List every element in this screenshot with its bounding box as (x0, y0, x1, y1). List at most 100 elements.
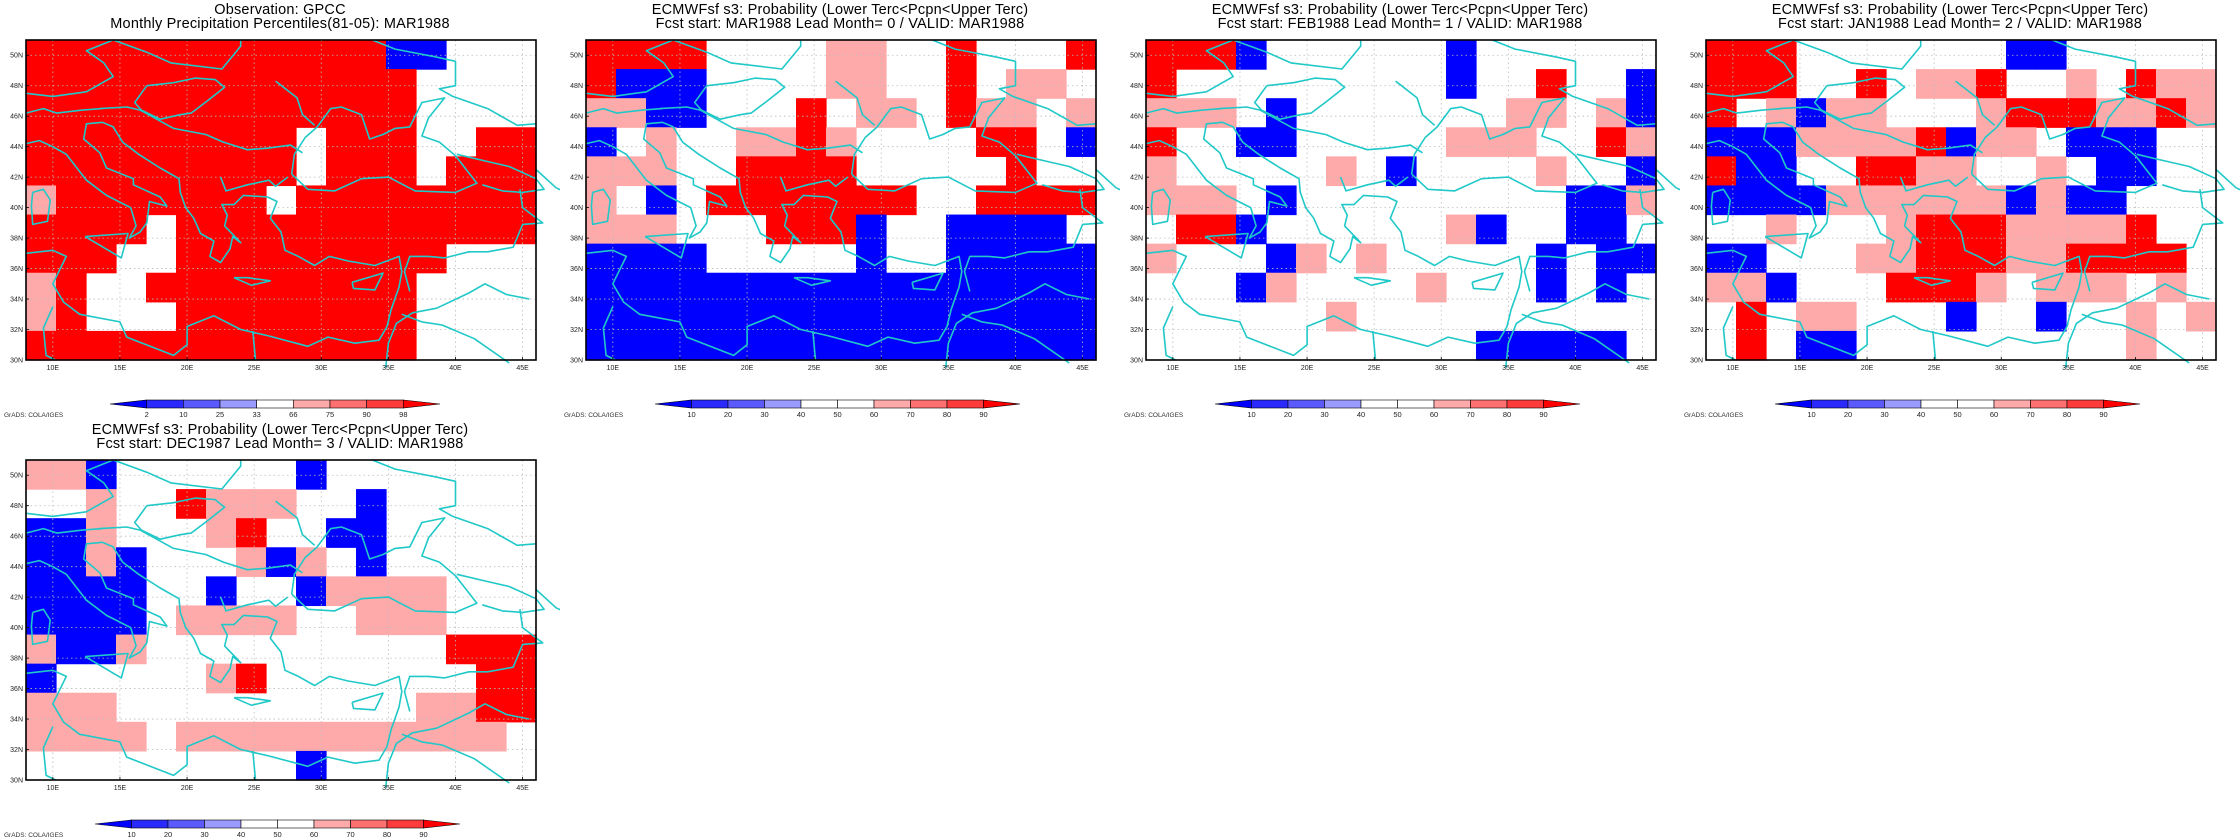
colorbar-segments (654, 399, 1021, 409)
grid-cell (326, 301, 357, 332)
grid-cell (2186, 69, 2217, 99)
colorbar-segments (94, 819, 461, 829)
lon-tick-label: 20E (1861, 365, 1874, 372)
grid-cell (116, 576, 147, 607)
colorbar-segment (654, 399, 692, 409)
colorbar-segment (1543, 399, 1581, 409)
grid-cell (386, 605, 417, 636)
grid-cell (1976, 69, 2007, 99)
grid-cell (1626, 98, 1657, 128)
lat-tick-label: 50N (1130, 53, 1143, 60)
lon-tick-label: 35E (942, 365, 955, 372)
lat-tick-label: 32N (1690, 327, 1703, 334)
grid-cell (446, 721, 477, 752)
grid-cell (116, 98, 147, 128)
colorbar-label: 60 (1430, 410, 1438, 419)
lat-tick-label: 34N (10, 717, 23, 724)
lon-tick-label: 35E (382, 365, 395, 372)
colorbar-segment (366, 399, 404, 409)
colorbar-segment (2103, 399, 2141, 409)
grid-cell (976, 214, 1007, 245)
lat-tick-label: 44N (1130, 144, 1143, 151)
lat-tick-label: 48N (570, 83, 583, 90)
lon-tick-label: 40E (1009, 365, 1022, 372)
lon-tick-label: 40E (2129, 365, 2142, 372)
colorbar-segment (691, 399, 729, 409)
colorbar-segment (386, 819, 424, 829)
lat-tick-label: 46N (10, 534, 23, 541)
grid-cell (356, 489, 387, 519)
colorbar-segment (94, 819, 132, 829)
colorbar-segment (1433, 399, 1471, 409)
grads-credit: GrADS: COLA/IGES (4, 412, 64, 419)
grid-cell (1626, 127, 1657, 157)
panel-title-line1: ECMWFsf s3: Probability (Lower Terc<Pcpn… (1211, 2, 1589, 18)
grid-cell (326, 98, 357, 128)
grid-cell (646, 127, 677, 157)
lat-tick-label: 50N (10, 473, 23, 480)
map-frame (585, 39, 1097, 361)
colorbar-label: 30 (1880, 410, 1888, 419)
lat-tick-label: 46N (1130, 114, 1143, 121)
grid-cell (1006, 69, 1037, 99)
colorbar-lead1: 10 20 30 40 50 60 70 80 90 (1214, 399, 1581, 419)
grid-cell (206, 127, 237, 157)
lat-tick-label: 38N (10, 656, 23, 663)
grid-cell (236, 518, 267, 548)
grid-cell (1946, 243, 1977, 274)
panel-title-line2: Monthly Precipitation Percentiles(81-05)… (110, 16, 450, 32)
grid-cell (886, 272, 917, 303)
lat-tick-label: 36N (1130, 266, 1143, 273)
grid-cell (2066, 127, 2097, 157)
grid-cell (116, 156, 147, 187)
grid-cell (2186, 98, 2217, 128)
grid-cell (86, 330, 117, 361)
grid-cell (1626, 69, 1657, 99)
lat-tick-label: 32N (570, 327, 583, 334)
lat-tick-label: 34N (1130, 297, 1143, 304)
colorbar-segment (1397, 399, 1435, 409)
grid-cell (796, 330, 827, 361)
colorbar-label: 30 (760, 410, 768, 419)
grid-cell (236, 301, 267, 332)
grid-cell (146, 98, 177, 128)
grid-cell (766, 127, 797, 157)
grid-cell (176, 721, 207, 752)
graticule (1146, 40, 1656, 360)
colorbar-segment (1957, 399, 1995, 409)
panel-obs: Observation: GPCC Monthly Precipitation … (0, 0, 560, 420)
grid-cell (236, 127, 267, 157)
colorbar-lead2: 10 20 30 40 50 60 70 80 90 (1774, 399, 2141, 419)
lat-tick-label: 32N (1130, 327, 1143, 334)
grid-cell (236, 185, 267, 216)
grid-cell (646, 243, 677, 274)
lon-tick-label: 10E (1727, 365, 1740, 372)
lat-tick-label: 42N (1130, 175, 1143, 182)
grid-cell (2006, 98, 2037, 128)
grid-cell (446, 156, 477, 187)
colorbar-segment (240, 819, 278, 829)
grid-cell (476, 214, 507, 245)
colorbar-segment (983, 399, 1021, 409)
grid-cell (236, 98, 267, 128)
grid-cell (1536, 272, 1567, 303)
grid-cell (586, 301, 617, 332)
map-obs: 50N 48N 46N 44N 42N 40N 38N 36N 34N 32N 30N 10E 15E 2… (10, 39, 560, 372)
grid-cell (1266, 272, 1297, 303)
colorbar-label: 40 (237, 830, 245, 839)
grid-cell (26, 721, 57, 752)
grid-cell (1006, 243, 1037, 274)
grid-cell (416, 576, 447, 607)
panel-title-line1: ECMWFsf s3: Probability (Lower Terc<Pcpn… (1771, 2, 2149, 18)
map-lead1: 50N 48N 46N 44N 42N 40N 38N 36N 34N 32N 30N 10E 15E 2… (1130, 39, 1680, 372)
colorbar-segment (1214, 399, 1252, 409)
panel-title-line2: Fcst start: FEB1988 Lead Month= 1 / VALI… (1217, 16, 1583, 32)
grid-cell (86, 185, 117, 216)
grid-cell (1266, 98, 1297, 128)
colorbar-label: 40 (1357, 410, 1365, 419)
grid-cell (736, 330, 767, 361)
graticule (26, 460, 536, 780)
grads-credit: GrADS: COLA/IGES (564, 412, 624, 419)
grid-cell (1566, 214, 1597, 245)
colorbar-segment (1360, 399, 1398, 409)
